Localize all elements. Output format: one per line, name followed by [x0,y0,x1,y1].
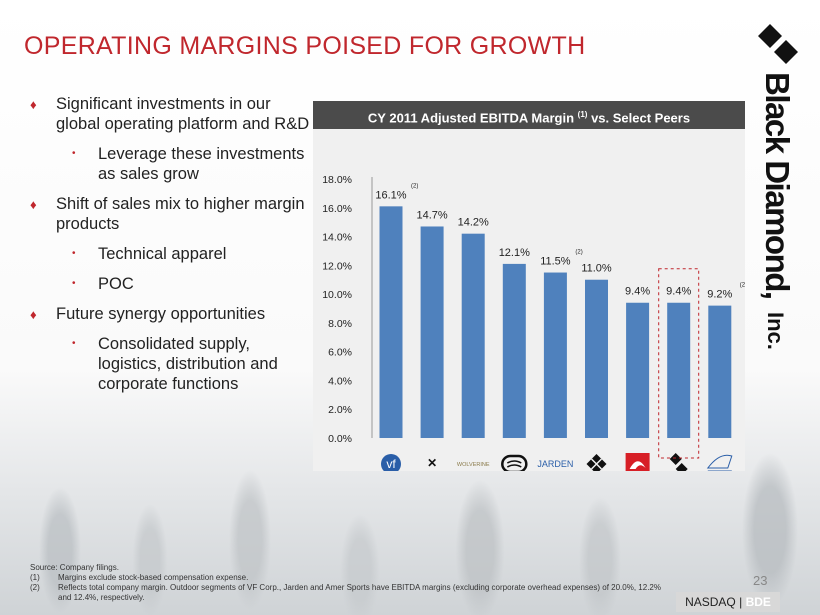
columbia-logo-icon [586,454,607,474]
sub-bullet-text: Consolidated supply, logistics, distribu… [98,335,278,393]
sub-bullet-text: Leverage these investments as sales grow [98,145,305,183]
y-tick-label: 6.0% [328,347,352,359]
y-tick-label: 4.0% [328,375,352,387]
y-tick-label: 16.0% [322,203,352,215]
svg-text:vf: vf [386,457,396,471]
diamond-bullet-icon: ♦ [30,307,37,322]
data-label: 14.7% [416,209,447,221]
data-label-footnote: (2) [575,250,582,256]
y-tick-label: 18.0% [322,174,352,186]
under-armour-logo-icon: ✕ [427,456,437,470]
footnote-1: (1) Margins exclude stock-based compensat… [30,573,249,582]
black-diamond-logo-icon [669,453,688,475]
svg-text:✕: ✕ [427,456,437,470]
bar [379,206,403,438]
bar [667,302,691,438]
diamond-bullet-icon: ♦ [30,197,37,212]
svg-text:Black Diamond,: Black Diamond, [759,72,796,299]
highlight-box [658,268,700,459]
source-note: Source: Company filings. [30,563,119,572]
bar [461,233,485,438]
data-label: 9.4% [666,286,691,298]
amer-sports-logo-icon [706,454,733,472]
footnotes: Source: Company filings. (1) Margins excl… [30,563,670,603]
ticker-badge: NASDAQ | BDE [676,592,780,612]
data-label: 11.5% [540,256,571,268]
data-label-footnote: (2) [411,183,418,189]
bullet-item: ♦ Significant investments in our global o… [30,94,310,134]
bar [708,305,732,438]
bullet-item: ♦ Shift of sales mix to higher margin pro… [30,194,310,234]
dot-bullet-icon: • [72,148,76,159]
chart-panel: CY 2011 Adjusted EBITDA Margin (1) vs. S… [313,101,747,475]
data-label-footnote: (2) [740,283,745,289]
y-tick-label: 10.0% [322,289,352,301]
sub-bullet-text: POC [98,275,134,293]
bar [502,263,526,438]
sub-bullet-item: • Technical apparel [30,244,310,264]
quiksilver-logo-icon [625,453,650,475]
svg-text:WOLVERINE: WOLVERINE [457,462,490,468]
bullet-text: Significant investments in our global op… [56,95,310,133]
data-label: 9.2% [707,289,732,301]
page-number: 23 [753,573,768,588]
sub-bullet-text: Technical apparel [98,245,227,263]
y-tick-label: 2.0% [328,404,352,416]
bar [543,272,567,438]
bar [420,226,444,438]
data-label: 9.4% [625,286,650,298]
bar [626,302,650,438]
y-tick-label: 12.0% [322,260,352,272]
billabong-logo-icon [501,454,528,474]
y-tick-label: 14.0% [322,232,352,244]
bullet-item: ♦ Future synergy opportunities [30,304,310,324]
footnote-2: (2) Reflects total company margin. Outdoo… [30,583,661,602]
sub-bullet-item: • Consolidated supply, logistics, distrib… [30,334,310,394]
y-tick-label: 8.0% [328,318,352,330]
bullet-text: Shift of sales mix to higher margin prod… [56,195,305,233]
bar-chart: 0.0% 2.0% 4.0% 6.0% 8.0% 10.0% 12.0% 14.0% 16.0%… [322,174,747,475]
diamond-bullet-icon: ♦ [30,97,37,112]
dot-bullet-icon: • [72,338,76,349]
jarden-logo-icon: JARDEN [537,459,573,469]
dot-bullet-icon: • [72,248,76,259]
sub-bullet-item: • Leverage these investments as sales gro… [30,144,310,184]
bullet-text: Future synergy opportunities [56,305,266,323]
sub-bullet-item: • POC [30,274,310,294]
svg-text:Inc.: Inc. [763,312,788,350]
data-label: 14.2% [458,217,489,229]
data-label: 16.1% [375,189,406,201]
dot-bullet-icon: • [72,278,76,289]
page-title: OPERATING MARGINS POISED FOR GROWTH [24,32,586,60]
wolverine-logo-icon: WOLVERINE [457,462,490,468]
bullet-list: ♦ Significant investments in our global o… [30,94,310,404]
black-diamond-logo: Black Diamond, Inc. [758,24,798,350]
bar [585,279,608,438]
data-label: 12.1% [499,247,530,259]
y-tick-label: 0.0% [328,433,352,445]
vf-logo-icon: vf [381,454,401,474]
svg-text:JARDEN: JARDEN [537,459,573,469]
data-label: 11.0% [581,263,612,275]
chart-title: CY 2011 Adjusted EBITDA Margin (1) vs. S… [313,101,745,129]
